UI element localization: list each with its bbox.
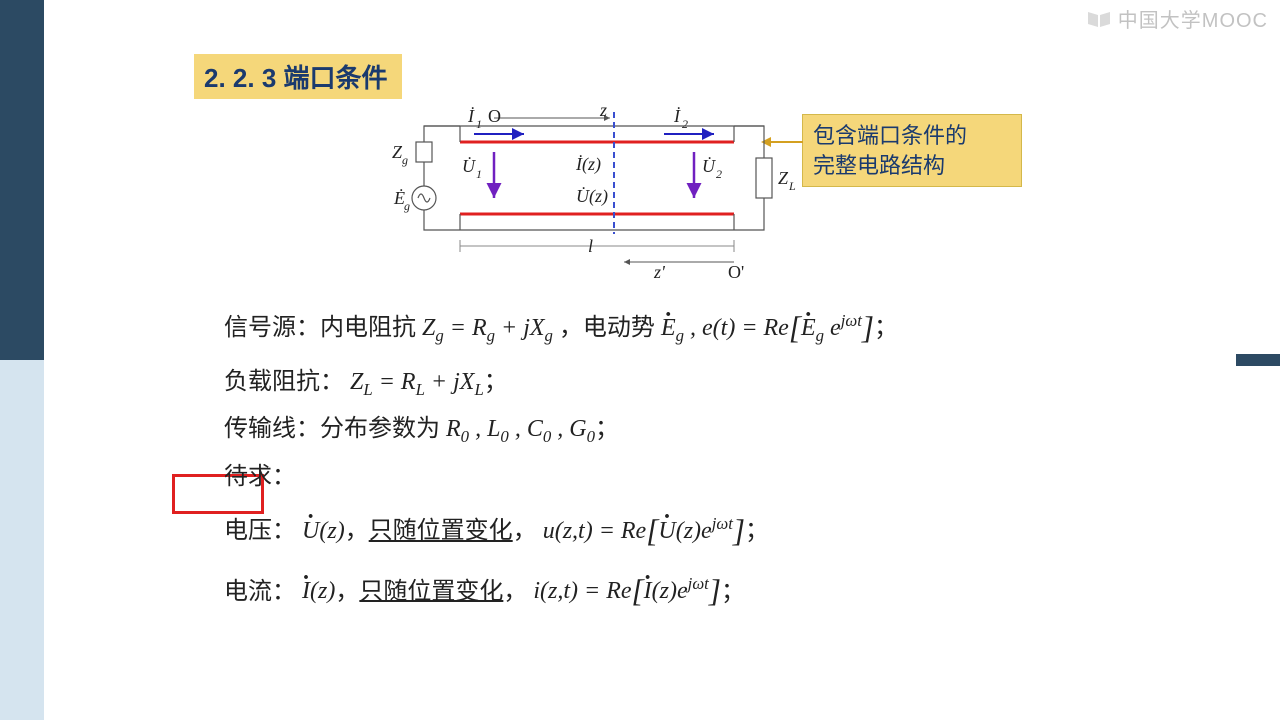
- line-current: 电流： I(z)，只随位置变化， i(z,t) = Re[I(z)ejωt]；: [224, 562, 1124, 623]
- circuit-diagram: İ1 O z İ2 Zg U̇1 İ(z) U̇2 ZL Ėg U̇(z) l …: [364, 102, 804, 282]
- watermark-text: 中国大学MOOC: [1118, 4, 1268, 33]
- svg-text:g: g: [402, 153, 408, 167]
- background-left-bottom: [0, 360, 44, 720]
- line-tx: 传输线：分布参数为 R0 , L0 , C0 , G0；: [224, 406, 1124, 454]
- svg-text:Z: Z: [778, 168, 789, 188]
- background-left-top: [0, 0, 44, 360]
- slide-area: 2. 2. 3 端口条件 包含端口条件的 完整电路结构: [44, 36, 1236, 684]
- watermark: 中国大学MOOC: [1086, 4, 1268, 33]
- callout-line1: 包含端口条件的: [813, 121, 1011, 151]
- svg-text:İ: İ: [467, 106, 475, 126]
- line-signal-source: 信号源：内电阻抗 Zg = Rg + jXg ，电动势 Eg , e(t) = …: [224, 298, 1124, 359]
- svg-text:İ(z): İ(z): [575, 154, 601, 175]
- line-seek: 待求：: [224, 454, 1124, 501]
- svg-text:O': O': [728, 262, 744, 282]
- section-title: 2. 2. 3 端口条件: [194, 54, 402, 99]
- book-icon: [1086, 9, 1112, 29]
- svg-text:İ: İ: [673, 106, 681, 126]
- svg-text:U̇(z): U̇(z): [576, 185, 608, 207]
- svg-text:U̇: U̇: [702, 155, 716, 176]
- svg-text:l: l: [588, 236, 593, 256]
- line-load: 负载阻抗： ZL = RL + jXL；: [224, 359, 1124, 407]
- svg-text:z: z: [599, 102, 607, 120]
- svg-text:2: 2: [716, 167, 722, 181]
- callout-box: 包含端口条件的 完整电路结构: [802, 114, 1022, 187]
- svg-text:2: 2: [682, 117, 688, 131]
- svg-text:z': z': [653, 262, 666, 282]
- svg-text:L: L: [788, 179, 796, 193]
- svg-text:1: 1: [476, 117, 482, 131]
- svg-text:O: O: [488, 106, 501, 126]
- svg-text:g: g: [404, 199, 410, 213]
- content-text: 信号源：内电阻抗 Zg = Rg + jXg ，电动势 Eg , e(t) = …: [224, 298, 1124, 622]
- line-voltage: 电压： U(z)，只随位置变化， u(z,t) = Re[U(z)ejωt]；: [224, 501, 1124, 562]
- callout-line2: 完整电路结构: [813, 151, 1011, 181]
- svg-text:1: 1: [476, 167, 482, 181]
- svg-text:U̇: U̇: [462, 155, 476, 176]
